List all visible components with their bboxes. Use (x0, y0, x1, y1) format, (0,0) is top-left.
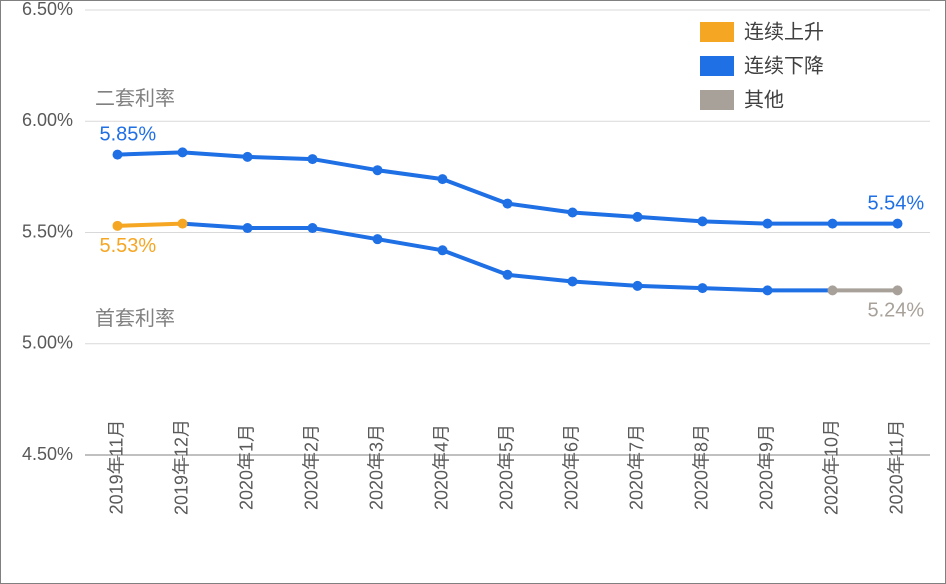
legend-item-1: 连续下降 (744, 54, 824, 77)
x-tick-label: 2020年4月 (431, 424, 451, 510)
y-tick-label: 5.50% (22, 221, 73, 241)
x-tick-label: 2020年10月 (821, 419, 841, 515)
x-tick-label: 2019年11月 (106, 420, 126, 515)
x-tick-label: 2020年2月 (301, 424, 321, 510)
series-label-first_rate: 首套利率 (95, 307, 175, 330)
annotation-second_rate-0: 5.85% (100, 124, 157, 146)
x-tick-label: 2019年12月 (171, 419, 191, 515)
legend-item-2: 其他 (744, 88, 784, 111)
y-tick-label: 6.50% (22, 0, 73, 19)
y-tick-label: 5.00% (22, 333, 73, 353)
series-label-second_rate: 二套利率 (95, 87, 175, 110)
x-tick-label: 2020年3月 (366, 424, 386, 510)
y-tick-label: 4.50% (22, 444, 73, 464)
annotation-first_rate-0: 5.53% (100, 235, 157, 257)
x-tick-label: 2020年5月 (496, 424, 516, 510)
x-tick-label: 2020年11月 (886, 420, 906, 515)
x-tick-label: 2020年6月 (561, 424, 581, 510)
interest-rate-chart: 4.50% 5.00% 5.50% 6.00% 6.50% 2019年11月 2019年12… (0, 0, 946, 584)
annotation-second_rate-1: 5.54% (868, 193, 925, 215)
annotation-first_rate-1: 5.24% (868, 299, 925, 321)
x-tick-label: 2020年8月 (691, 424, 711, 510)
x-tick-label: 2020年9月 (756, 424, 776, 510)
legend-item-0: 连续上升 (744, 20, 824, 43)
x-tick-label: 2020年7月 (626, 424, 646, 510)
x-tick-label: 2020年1月 (236, 424, 256, 510)
y-tick-label: 6.00% (22, 110, 73, 130)
